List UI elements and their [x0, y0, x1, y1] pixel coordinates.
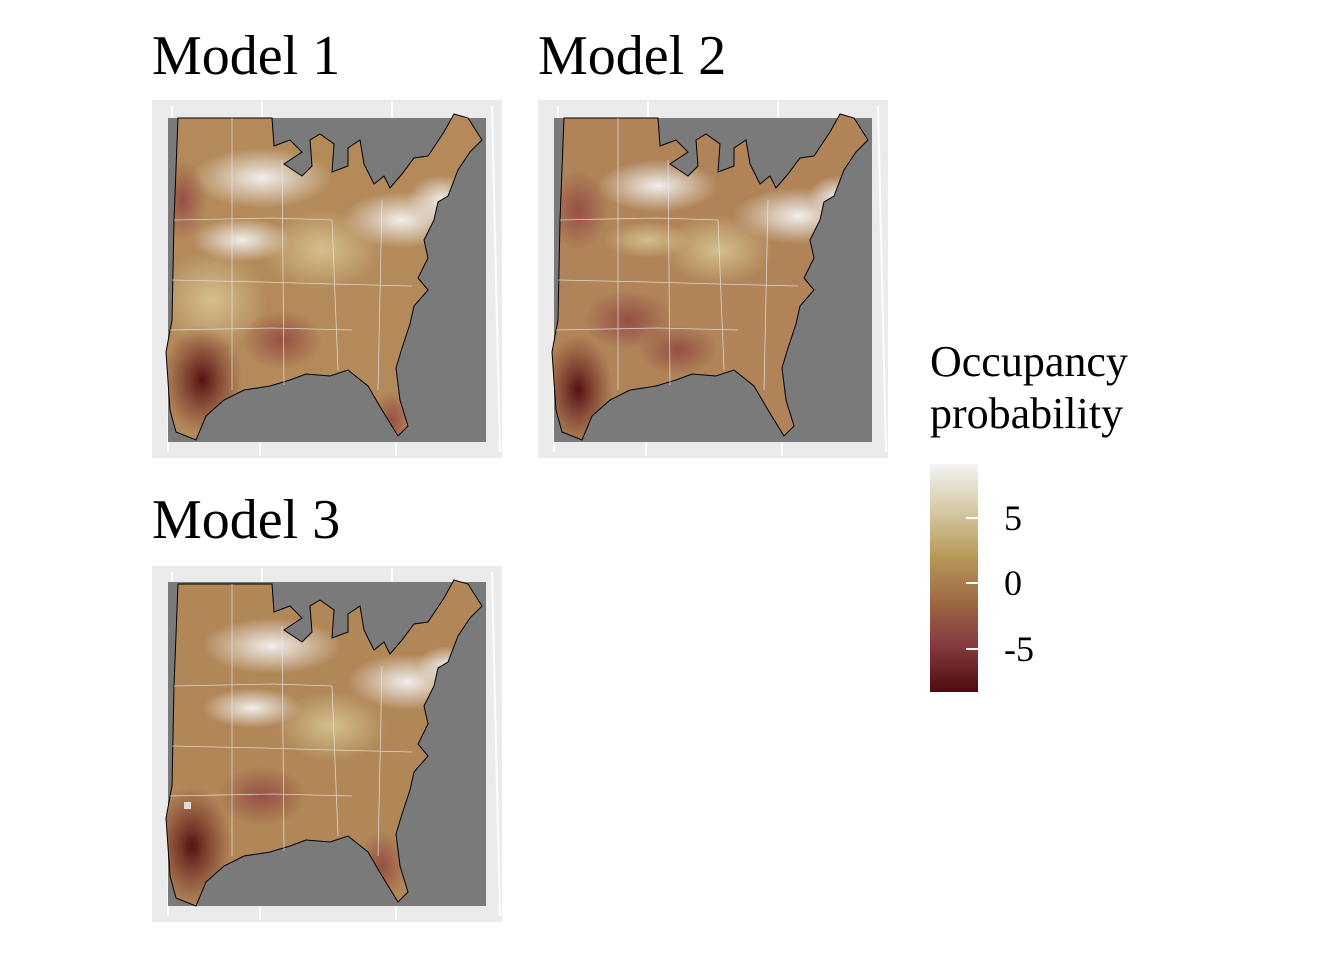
panel-title-model-2: Model 2	[538, 25, 727, 87]
panel-title-model-3: Model 3	[152, 489, 341, 551]
legend-label-minus-5: -5	[1004, 629, 1034, 669]
legend-title-line-2: probability	[930, 389, 1124, 438]
map-model-2	[538, 100, 888, 458]
map-panel-model-1	[152, 100, 502, 458]
legend-label-0: 0	[1004, 563, 1022, 603]
legend-title: Occupancy probability	[930, 336, 1128, 440]
legend-title-line-1: Occupancy	[930, 337, 1128, 386]
map-model-3	[152, 566, 502, 922]
legend-tick-0	[966, 582, 978, 584]
legend-tick-5	[966, 517, 978, 519]
map-panel-model-3	[152, 566, 502, 922]
legend-colorbar	[930, 464, 978, 692]
legend-tick-minus-5	[966, 648, 978, 650]
map-panel-model-2	[538, 100, 888, 458]
panel-title-model-1: Model 1	[152, 25, 341, 87]
legend-label-5: 5	[1004, 498, 1022, 538]
map-model-1	[152, 100, 502, 458]
